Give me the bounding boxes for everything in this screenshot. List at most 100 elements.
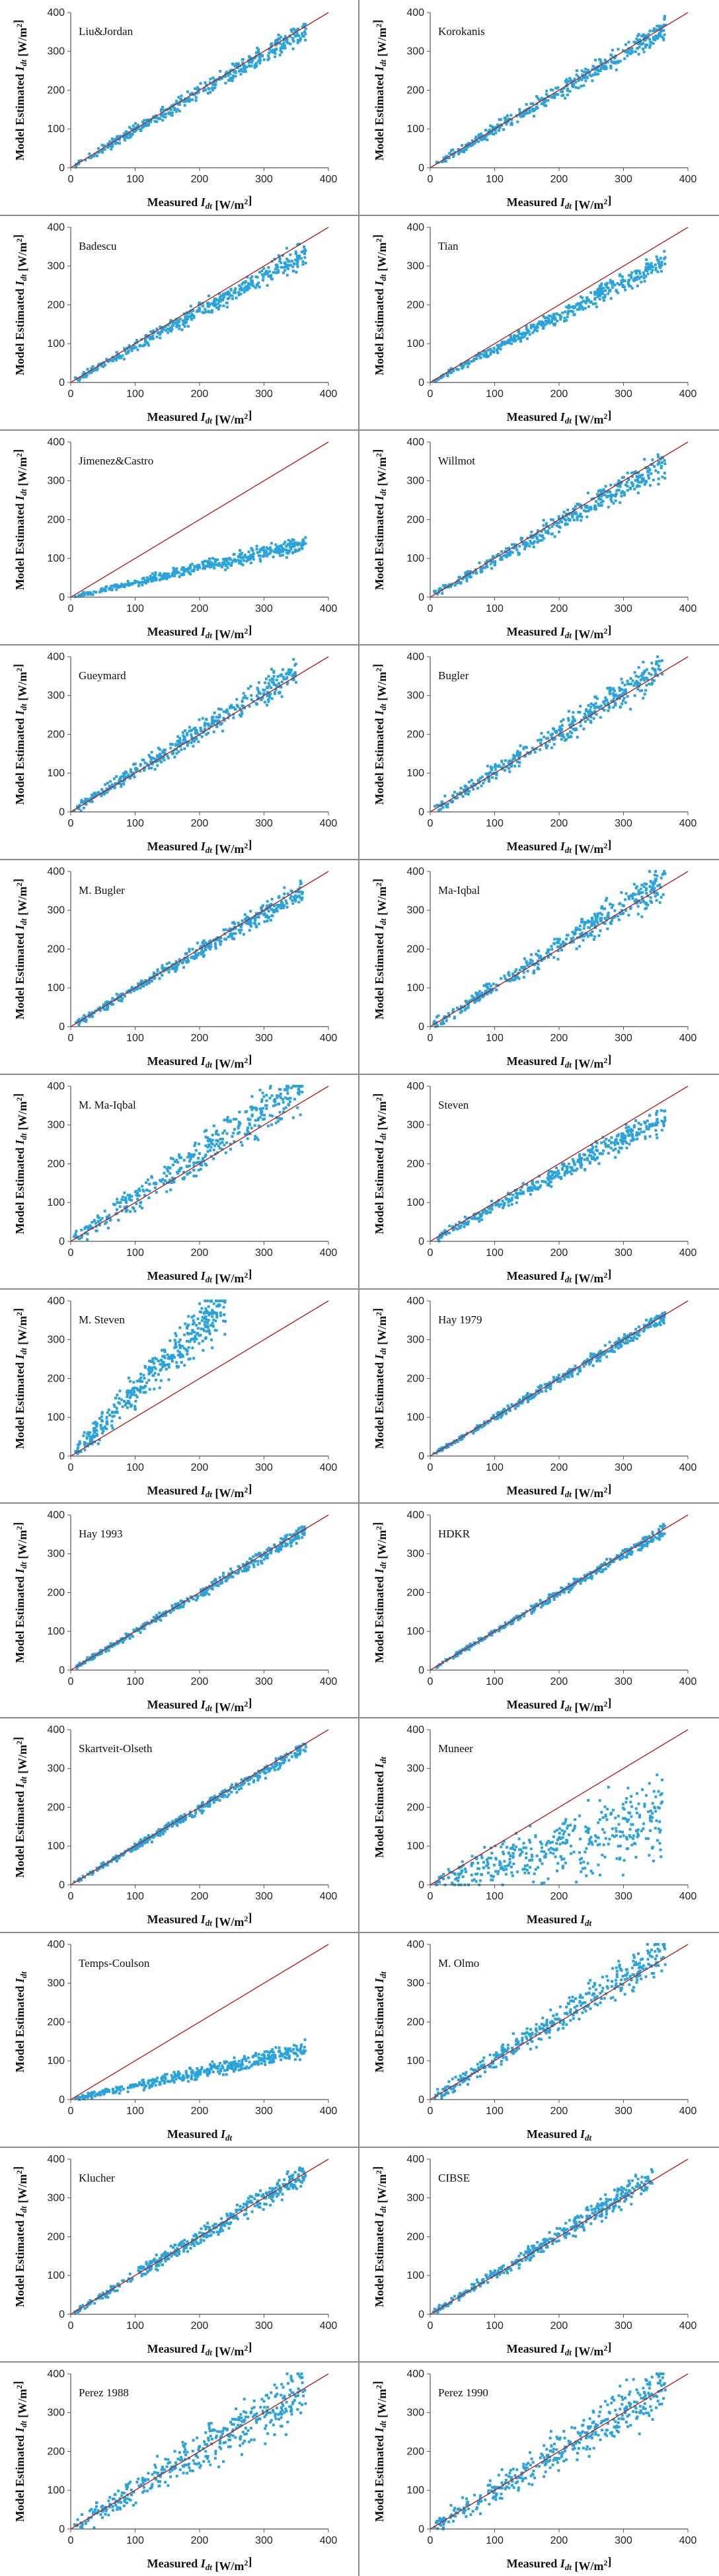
y-tick-label: 100 — [47, 338, 65, 350]
data-point — [293, 672, 297, 675]
data-point — [635, 485, 638, 488]
data-point — [284, 46, 287, 50]
data-point — [657, 471, 660, 474]
data-point — [275, 903, 278, 906]
data-point — [204, 89, 207, 92]
x-tick-label: 0 — [68, 174, 74, 185]
data-point — [108, 587, 111, 591]
data-point — [480, 134, 484, 137]
data-point — [239, 925, 243, 928]
data-point — [473, 141, 476, 145]
data-point — [442, 156, 445, 159]
data-point — [229, 564, 233, 567]
data-point — [278, 895, 281, 898]
data-point — [224, 557, 227, 560]
data-point — [193, 740, 196, 743]
data-point — [510, 1202, 513, 1206]
data-point — [275, 41, 278, 44]
data-point — [650, 886, 654, 889]
data-point — [236, 558, 239, 562]
y-tick-label: 200 — [406, 85, 424, 96]
data-point — [213, 560, 217, 564]
data-point — [89, 592, 92, 595]
data-point — [130, 128, 133, 131]
data-point — [277, 254, 280, 257]
data-point — [83, 1227, 87, 1230]
data-point — [624, 892, 628, 895]
data-point — [246, 556, 249, 560]
data-point — [123, 347, 126, 350]
data-point — [533, 963, 536, 967]
data-point — [187, 1152, 190, 1156]
data-point — [128, 1194, 132, 1197]
data-point — [285, 672, 288, 675]
data-point — [467, 793, 470, 796]
data-point — [268, 1086, 272, 1089]
data-point — [213, 86, 217, 89]
data-point — [550, 320, 553, 324]
data-point — [175, 100, 178, 103]
data-point — [600, 282, 603, 285]
data-point — [181, 319, 184, 322]
data-point — [583, 71, 586, 74]
data-point — [301, 892, 304, 895]
data-point — [198, 718, 201, 721]
data-point — [283, 44, 286, 48]
data-point — [115, 358, 118, 361]
data-point — [570, 938, 573, 941]
data-point — [644, 46, 647, 49]
data-point — [595, 493, 599, 496]
data-point — [163, 575, 166, 578]
data-point — [279, 1096, 282, 1099]
data-point — [231, 932, 234, 936]
data-point — [202, 943, 206, 946]
data-point — [114, 782, 118, 786]
data-point — [279, 1092, 282, 1095]
data-point — [145, 983, 148, 986]
data-point — [159, 571, 162, 575]
data-point — [541, 322, 545, 326]
data-point — [660, 25, 663, 28]
data-point — [564, 96, 567, 100]
data-point — [560, 719, 563, 723]
y-tick-label: 400 — [406, 7, 424, 18]
data-point — [538, 539, 541, 542]
data-point — [265, 554, 268, 558]
data-point — [475, 993, 478, 996]
data-point — [437, 809, 441, 812]
data-point — [599, 492, 603, 495]
data-point — [278, 1111, 282, 1114]
data-point — [603, 916, 607, 920]
data-point — [181, 566, 184, 570]
data-point — [613, 60, 616, 63]
data-point — [486, 764, 489, 768]
data-point — [289, 669, 293, 672]
data-point — [477, 779, 480, 782]
data-point — [97, 147, 100, 150]
data-point — [586, 76, 589, 79]
data-point — [302, 34, 305, 38]
data-point — [646, 263, 650, 266]
data-point — [226, 1116, 229, 1119]
data-point — [237, 1131, 241, 1134]
data-point — [447, 371, 451, 375]
data-point — [255, 1136, 258, 1140]
data-point — [202, 944, 206, 947]
data-point — [96, 1008, 100, 1011]
data-point — [605, 285, 608, 289]
data-point — [148, 1189, 151, 1193]
data-point — [209, 942, 213, 945]
data-point — [616, 281, 619, 285]
data-point — [576, 518, 579, 521]
data-point — [456, 368, 459, 371]
y-tick-label: 0 — [418, 163, 424, 174]
data-point — [289, 1086, 293, 1089]
data-point — [145, 1189, 149, 1192]
data-point — [605, 698, 609, 702]
data-point — [586, 1149, 589, 1152]
data-point — [570, 84, 574, 87]
data-point — [245, 1110, 248, 1113]
data-point — [582, 84, 586, 87]
data-point — [256, 1117, 260, 1121]
data-point — [289, 264, 292, 267]
